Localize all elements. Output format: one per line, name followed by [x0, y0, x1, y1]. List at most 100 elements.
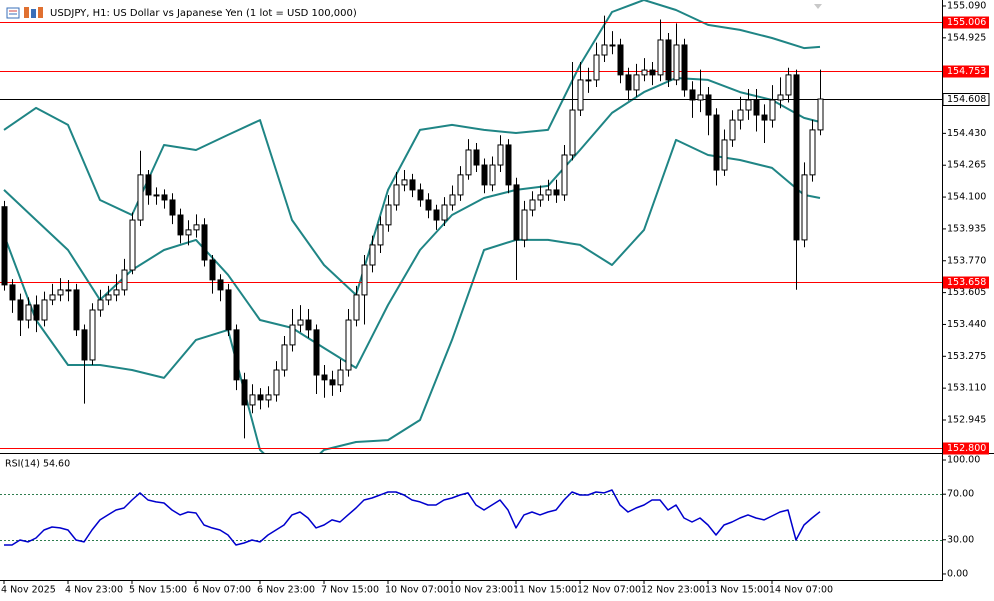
candle-body	[545, 189, 552, 196]
candle-body	[9, 284, 16, 301]
candle-body	[489, 164, 496, 186]
candle-body	[105, 294, 112, 301]
candle-body	[257, 394, 264, 401]
candle-body	[209, 259, 216, 281]
candle-body	[313, 329, 320, 376]
candle-body	[625, 74, 632, 91]
candle-body	[129, 219, 136, 271]
price-panel	[0, 0, 942, 453]
y-tick-label: 154.100	[947, 192, 986, 203]
y-tick-label: 154.925	[947, 32, 986, 43]
y-tick-label: 153.275	[947, 351, 986, 362]
candle-body	[681, 44, 688, 91]
rsi-tick-label: 100.00	[947, 455, 980, 466]
candle-body	[89, 309, 96, 361]
level-label-box	[943, 16, 989, 29]
candle-body	[737, 109, 744, 121]
candle-body	[561, 154, 568, 196]
level-label-box	[943, 65, 989, 78]
candle-body	[1, 206, 8, 286]
candle-body	[193, 224, 200, 231]
candle-body	[145, 174, 152, 196]
level-label: 154.753	[947, 66, 986, 77]
y-tick-label: 152.945	[947, 414, 986, 425]
candle-body	[465, 149, 472, 176]
candle-body	[713, 114, 720, 171]
x-tick-label: 7 Nov 15:00	[321, 585, 379, 596]
x-tick-label: 14 Nov 07:00	[769, 585, 833, 596]
x-tick-label: 4 Nov 23:00	[65, 585, 123, 596]
candle-body	[329, 379, 336, 386]
candle-body	[41, 299, 48, 321]
candle-body	[609, 44, 616, 47]
candle-body	[569, 109, 576, 156]
candle-body	[529, 199, 536, 211]
candle-body	[97, 299, 104, 311]
candle-body	[697, 94, 704, 101]
candle-body	[689, 89, 696, 101]
candle-body	[273, 369, 280, 396]
y-tick-label: 153.770	[947, 255, 986, 266]
x-tick-label: 10 Nov 23:00	[449, 585, 513, 596]
icon-window	[6, 7, 20, 19]
candle-body	[673, 44, 680, 81]
icon-bar	[38, 7, 43, 18]
candle-body	[449, 194, 456, 206]
candle-body	[801, 174, 808, 241]
rsi-title: RSI(14) 54.60	[5, 459, 70, 470]
candle-body	[441, 204, 448, 221]
candle-body	[585, 79, 592, 82]
candle-body	[81, 329, 88, 361]
candle-body	[657, 39, 664, 76]
x-tick-label: 10 Nov 07:00	[385, 585, 449, 596]
icon-bar	[31, 9, 36, 18]
candle-body	[593, 54, 600, 81]
candle-body	[721, 139, 728, 171]
candle-body	[393, 184, 400, 206]
candle-body	[785, 74, 792, 96]
x-tick-label: 12 Nov 23:00	[641, 585, 705, 596]
candle-body	[809, 129, 816, 176]
candle-body	[305, 319, 312, 331]
candle-body	[57, 289, 64, 296]
candle-body	[665, 39, 672, 81]
scroll-marker	[814, 4, 822, 9]
candle-body	[553, 189, 560, 196]
y-tick-label: 153.935	[947, 223, 986, 234]
y-tick-label: 154.430	[947, 128, 986, 139]
rsi-line	[4, 489, 821, 546]
y-tick-label: 153.440	[947, 319, 986, 330]
candle-body	[345, 319, 352, 371]
candle-body	[73, 289, 80, 331]
x-tick-label: 6 Nov 23:00	[257, 585, 315, 596]
candle-body	[433, 209, 440, 221]
candle-body	[481, 164, 488, 186]
candle-body	[601, 44, 608, 56]
x-tick-label: 4 Nov 2025	[1, 585, 56, 596]
candle-body	[297, 319, 304, 326]
y-tick-label: 153.605	[947, 287, 986, 298]
candle-body	[65, 289, 72, 292]
candle-body	[409, 179, 416, 191]
candle-body	[617, 44, 624, 76]
candle-body	[201, 224, 208, 261]
y-tick-label: 154.265	[947, 160, 986, 171]
candle-body	[353, 294, 360, 321]
candle-body	[577, 79, 584, 111]
candle-body	[497, 144, 504, 166]
candle-body	[25, 304, 32, 321]
current-price-box	[942, 93, 990, 106]
candle-body	[233, 329, 240, 381]
candle-body	[401, 179, 408, 186]
level-label-box	[943, 276, 989, 289]
candle-body	[457, 174, 464, 196]
rsi-tick-label: 70.00	[947, 489, 974, 500]
candle-body	[769, 99, 776, 121]
candle-body	[121, 269, 128, 291]
band-lower	[3, 138, 821, 453]
current-price-label: 154.608	[947, 94, 986, 105]
x-tick-label: 11 Nov 15:00	[513, 585, 577, 596]
